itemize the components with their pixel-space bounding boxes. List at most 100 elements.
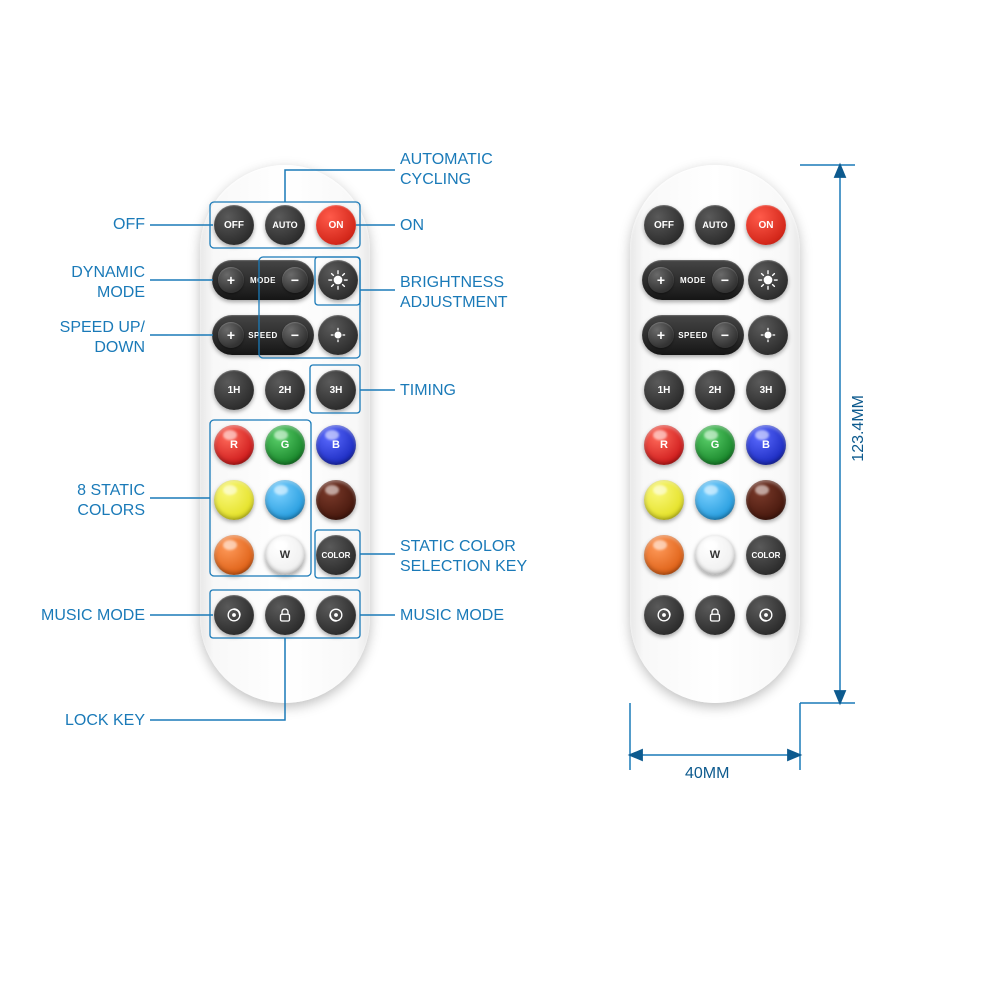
r2-lock-icon	[706, 606, 724, 624]
r2-color-button[interactable]: COLOR	[746, 535, 786, 575]
callout-colors8: 8 STATIC COLORS	[30, 481, 145, 521]
callout-dynamic: DYNAMIC MODE	[30, 263, 145, 303]
r2-b-label: B	[746, 425, 786, 465]
timer-1h-button[interactable]: 1H	[214, 370, 254, 410]
r2-auto-label: AUTO	[702, 220, 727, 230]
r2-bright-up-button[interactable]	[748, 260, 788, 300]
r2-color-label: COLOR	[752, 551, 781, 560]
r2-speed-pill[interactable]: +SPEED−	[642, 315, 744, 355]
timer-2h-button[interactable]: 2H	[265, 370, 305, 410]
off-label: OFF	[224, 220, 244, 231]
t2-label: 2H	[279, 385, 292, 396]
r2-off-button[interactable]: OFF	[644, 205, 684, 245]
brightness-down-button[interactable]	[318, 315, 358, 355]
r-label: R	[214, 425, 254, 465]
r2-orange-button[interactable]	[644, 535, 684, 575]
color-select-button[interactable]: COLOR	[316, 535, 356, 575]
r2-g-label: G	[695, 425, 735, 465]
lock-icon	[276, 606, 294, 624]
r2-bright-down-button[interactable]	[748, 315, 788, 355]
r2-w-button[interactable]: W	[695, 535, 735, 575]
color-label: COLOR	[322, 551, 351, 560]
color-cyan-button[interactable]	[265, 480, 305, 520]
r2-g-button[interactable]: G	[695, 425, 735, 465]
brightness-up-button[interactable]	[318, 260, 358, 300]
bulb-up-icon	[327, 269, 349, 291]
r2-b-button[interactable]: B	[746, 425, 786, 465]
r2-mode-minus-icon: −	[712, 267, 738, 293]
callout-off: OFF	[30, 215, 145, 235]
color-orange-button[interactable]	[214, 535, 254, 575]
callout-brightness: BRIGHTNESS ADJUSTMENT	[400, 273, 508, 313]
r2-mode-plus-icon: +	[648, 267, 674, 293]
mode-minus-icon: −	[282, 267, 308, 293]
mode-plus-icon: +	[218, 267, 244, 293]
callout-on: ON	[400, 216, 424, 236]
callout-wires	[0, 0, 1000, 1000]
t1-label: 1H	[228, 385, 241, 396]
r2-music1-button[interactable]	[644, 595, 684, 635]
auto-button[interactable]: AUTO	[265, 205, 305, 245]
r2-t1-button[interactable]: 1H	[644, 370, 684, 410]
speed-minus-icon: −	[282, 322, 308, 348]
music1-icon	[224, 605, 244, 625]
color-r-button[interactable]: R	[214, 425, 254, 465]
timer-3h-button[interactable]: 3H	[316, 370, 356, 410]
r2-brown-button[interactable]	[746, 480, 786, 520]
r2-auto-button[interactable]: AUTO	[695, 205, 735, 245]
callout-lock: LOCK KEY	[30, 711, 145, 731]
r2-on-button[interactable]: ON	[746, 205, 786, 245]
r2-r-button[interactable]: R	[644, 425, 684, 465]
color-brown-button[interactable]	[316, 480, 356, 520]
dimension-height: 123.4MM	[850, 395, 868, 462]
color-w-button[interactable]: W	[265, 535, 305, 575]
r2-lock-button[interactable]	[695, 595, 735, 635]
remote-annotated: OFF AUTO ON + MODE − + SPEED − 1H 2H 3H …	[200, 165, 370, 703]
music-mode-1-button[interactable]	[214, 595, 254, 635]
r2-t3-label: 3H	[760, 385, 773, 396]
r2-speed-minus-icon: −	[712, 322, 738, 348]
dimension-lines	[0, 0, 1000, 1000]
r2-music2-button[interactable]	[746, 595, 786, 635]
b-label: B	[316, 425, 356, 465]
off-button[interactable]: OFF	[214, 205, 254, 245]
music-mode-2-button[interactable]	[316, 595, 356, 635]
r2-mode-label: MODE	[680, 276, 706, 285]
r2-t2-button[interactable]: 2H	[695, 370, 735, 410]
r2-bulb-up-icon	[757, 269, 779, 291]
callout-music-r: MUSIC MODE	[400, 606, 504, 626]
mode-label: MODE	[250, 276, 276, 285]
r2-off-label: OFF	[654, 220, 674, 231]
remote-dimensioned: OFF AUTO ON +MODE− +SPEED− 1H 2H 3H R G …	[630, 165, 800, 703]
r2-mode-pill[interactable]: + MODE−	[642, 260, 744, 300]
bulb-down-icon	[328, 325, 348, 345]
r2-t1-label: 1H	[658, 385, 671, 396]
r2-t3-button[interactable]: 3H	[746, 370, 786, 410]
callout-colorkey: STATIC COLOR SELECTION KEY	[400, 537, 527, 577]
callout-music-l: MUSIC MODE	[30, 606, 145, 626]
speed-pill[interactable]: + SPEED −	[212, 315, 314, 355]
r2-music2-icon	[756, 605, 776, 625]
color-yellow-button[interactable]	[214, 480, 254, 520]
r2-on-label: ON	[759, 220, 774, 231]
r2-w-label: W	[695, 535, 735, 575]
on-button[interactable]: ON	[316, 205, 356, 245]
color-b-button[interactable]: B	[316, 425, 356, 465]
callout-auto: AUTOMATIC CYCLING	[400, 150, 493, 190]
color-g-button[interactable]: G	[265, 425, 305, 465]
r2-r-label: R	[644, 425, 684, 465]
mode-pill[interactable]: + MODE −	[212, 260, 314, 300]
auto-label: AUTO	[272, 220, 297, 230]
r2-cyan-button[interactable]	[695, 480, 735, 520]
lock-button[interactable]	[265, 595, 305, 635]
r2-t2-label: 2H	[709, 385, 722, 396]
diagram-canvas: OFF AUTO ON + MODE − + SPEED − 1H 2H 3H …	[0, 0, 1000, 1000]
speed-plus-icon: +	[218, 322, 244, 348]
on-label: ON	[329, 220, 344, 231]
r2-bulb-down-icon	[758, 325, 778, 345]
r2-yellow-button[interactable]	[644, 480, 684, 520]
g-label: G	[265, 425, 305, 465]
t3-label: 3H	[330, 385, 343, 396]
music2-icon	[326, 605, 346, 625]
callout-timing: TIMING	[400, 381, 456, 401]
